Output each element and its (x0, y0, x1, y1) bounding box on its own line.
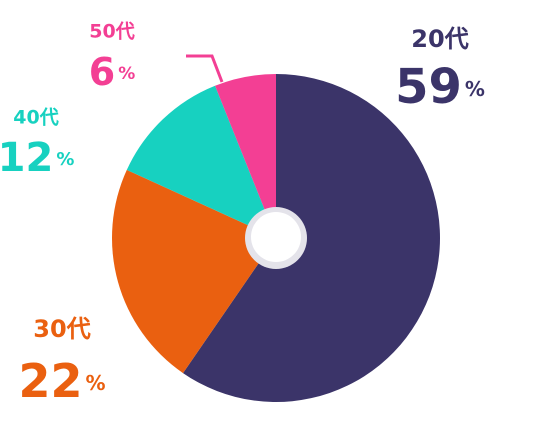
leader-line (186, 54, 224, 83)
category-label: 50代 (89, 21, 134, 43)
value-label: 12% (0, 135, 74, 181)
category-label: 20代 (411, 25, 468, 53)
pie-slice (183, 74, 441, 402)
value-number: 6 (89, 50, 115, 94)
value-number: 12 (0, 135, 53, 181)
value-number: 22 (18, 354, 82, 408)
category-label: 40代 (13, 107, 58, 129)
pie-slice (215, 74, 276, 238)
value-unit: % (118, 64, 135, 84)
value-unit: % (465, 77, 485, 101)
pie-slice (112, 169, 276, 374)
pie-slice (126, 85, 277, 239)
value-label: 22% (18, 354, 105, 408)
value-label: 6% (89, 50, 136, 94)
center-hole (251, 212, 301, 262)
value-number: 59 (395, 59, 462, 115)
value-unit: % (85, 371, 105, 395)
value-label: 59% (395, 59, 485, 115)
value-unit: % (56, 149, 74, 170)
category-label: 30代 (33, 315, 90, 343)
